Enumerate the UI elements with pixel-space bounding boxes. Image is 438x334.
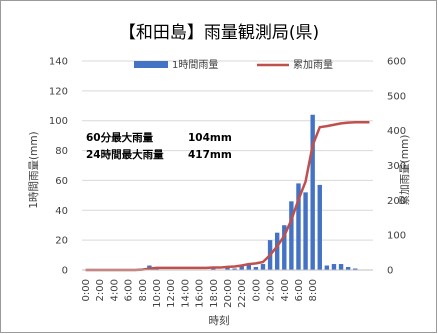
legend-label-bar: 1時間雨量 [172,59,218,71]
y-right-tick-label: 0 [387,266,393,277]
x-tick-label: 10:00 [152,279,163,308]
bar [282,225,287,270]
annotation-24h-value: 417mm [188,149,232,161]
bar [246,264,251,270]
x-tick-label: 2:00 [95,279,106,301]
x-tick-label: 0:00 [251,279,262,301]
y-right-tick-label: 300 [387,161,406,172]
bar [232,268,237,270]
y-left-tick-label: 0 [62,266,68,277]
bar [324,265,330,270]
legend-label-line: 累加雨量 [293,59,333,71]
x-tick-label: 6:00 [124,279,135,301]
bar [303,192,308,270]
annotation-60min-label: 60分最大雨量 [86,131,154,144]
grid-layer [82,60,373,241]
y-left-tick-label: 60 [55,176,68,187]
x-tick-label: 16:00 [195,279,206,308]
y-right-tick-label: 600 [387,57,406,68]
bar [225,267,230,270]
y-left-tick-label: 120 [49,86,68,97]
axis-layer: 0 20 40 60 80 100 120 140 0 100 200 300 400 500 600 0:0… [49,57,406,308]
y-left-tick-label: 140 [49,57,68,68]
bar [239,265,244,270]
bar [331,264,337,270]
x-tick-label: 20:00 [223,279,234,308]
bar [345,267,351,270]
x-tick-label: 0:00 [81,279,92,301]
x-tick-label: 6:00 [294,279,305,301]
y-left-tick-label: 40 [55,206,68,217]
annotation-60min-value: 104mm [188,132,232,144]
y-left-tick-label: 100 [49,116,68,127]
y-right-tick-label: 200 [387,196,406,207]
bar [296,183,301,270]
x-tick-label: 14:00 [180,279,191,308]
bar [289,201,294,270]
chart-title: 【和田島】雨量観測局(県) [119,23,319,43]
x-tick-label: 8:00 [138,279,149,301]
x-tick-label: 12:00 [166,279,177,308]
y-left-tick-label: 80 [55,146,68,157]
bar [260,264,266,270]
x-tick-label: 22:00 [237,279,248,308]
x-axis-title: 時刻 [209,314,230,327]
bar [353,268,358,270]
bar [253,267,259,270]
x-tick-label: 18:00 [209,279,220,308]
x-tick-label: 4:00 [109,279,120,301]
bar [274,232,280,270]
bar [338,264,344,270]
annotations: 60分最大雨量 104mm 24時間最大雨量 417mm [86,131,232,161]
y-right-tick-label: 400 [387,126,406,137]
y-axis-right-title: 累加雨量(mm) [399,135,411,206]
bar [317,184,322,270]
bar [310,114,315,270]
legend: 1時間雨量 累加雨量 [134,59,333,71]
x-tick-label: 2:00 [266,279,277,301]
bar [211,268,216,270]
x-tick-label: 8:00 [308,279,319,301]
y-left-tick-label: 20 [55,236,68,247]
y-right-tick-label: 500 [387,91,406,102]
legend-swatch-bar [134,61,168,68]
annotation-24h-label: 24時間最大雨量 [86,148,164,161]
x-tick-label: 4:00 [280,279,291,301]
y-axis-left-title: 1時間雨量(mm) [28,131,40,208]
y-right-tick-label: 100 [387,231,406,242]
